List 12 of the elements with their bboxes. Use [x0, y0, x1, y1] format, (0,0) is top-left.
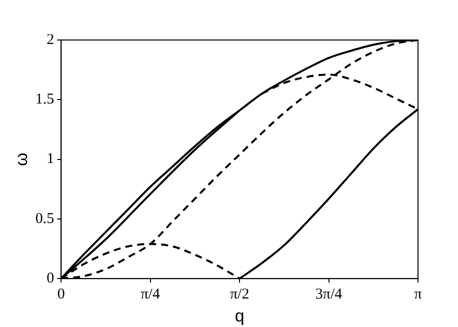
x-tick-label: π/4 [140, 286, 160, 303]
y-axis-title: ω [12, 152, 31, 166]
y-tick-label: 1.5 [35, 92, 54, 108]
y-tick-label: 0.5 [35, 210, 54, 227]
x-tick-label: 3π/4 [315, 286, 343, 303]
x-tick-label: π [414, 286, 422, 303]
x-tick-label: 0 [57, 286, 65, 303]
x-tick-label: π/2 [230, 286, 250, 303]
y-tick-label: 1 [46, 151, 54, 168]
x-axis-title: q [234, 306, 244, 326]
y-tick-label: 2 [46, 32, 54, 48]
y-tick-label: 0 [46, 270, 54, 287]
